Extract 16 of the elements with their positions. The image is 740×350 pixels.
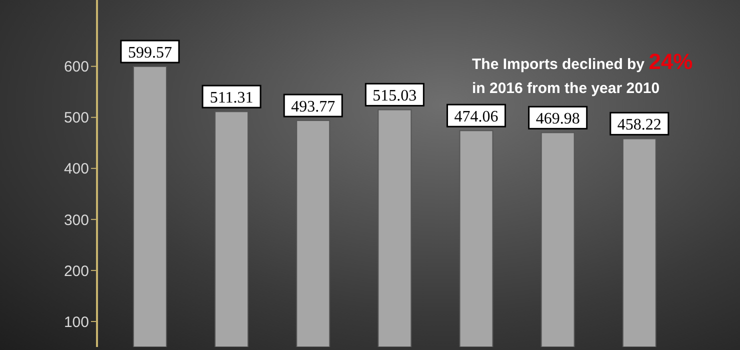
data-label: 599.57 (128, 44, 172, 62)
data-label: 458.22 (617, 116, 662, 134)
data-label: 474.06 (454, 108, 498, 126)
y-tick-label: 300 (64, 212, 89, 229)
data-label: 515.03 (372, 88, 417, 105)
data-label: 511.31 (210, 90, 254, 107)
y-tick-label: 200 (64, 262, 89, 280)
y-tick-label: 100 (64, 314, 89, 331)
y-tick-label: 500 (64, 110, 89, 127)
y-tick-label: 600 (64, 58, 89, 76)
y-tick-label: 400 (64, 160, 89, 178)
annotation: in 2016 from the year 2010 (472, 79, 661, 99)
annotation: 24% (648, 49, 693, 74)
annotation: The Imports declined by (472, 56, 645, 73)
data-label: 493.77 (291, 98, 336, 116)
data-label: 469.98 (536, 110, 580, 128)
